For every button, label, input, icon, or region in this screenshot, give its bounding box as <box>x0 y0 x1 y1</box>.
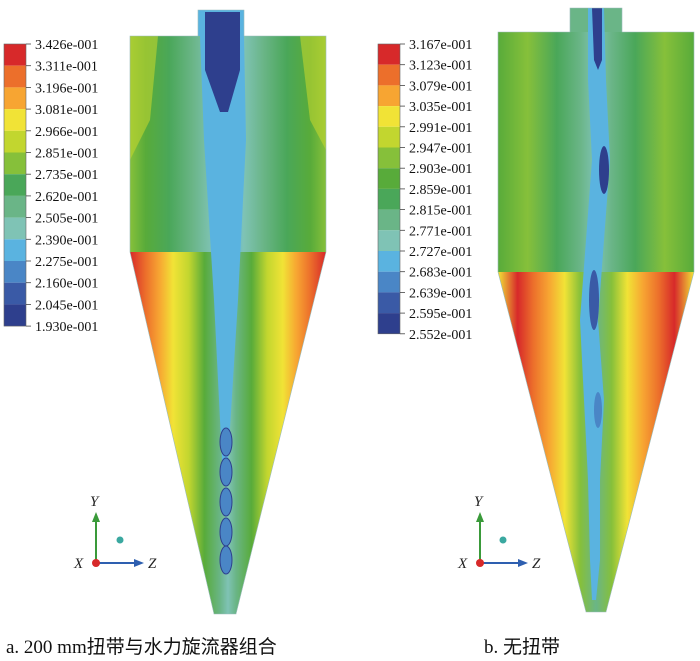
legend-label: 2.390e-001 <box>35 233 98 248</box>
legend-swatch <box>378 251 400 272</box>
x-axis-label-b: X <box>457 556 468 572</box>
z-axis-label-b: Z <box>532 556 541 572</box>
z-axis-label-a: Z <box>148 556 157 572</box>
legend-label: 2.727e-001 <box>409 245 472 260</box>
legend-label: 2.595e-001 <box>409 307 472 322</box>
legend-label: 2.275e-001 <box>35 255 98 270</box>
y-axis-label-b: Y <box>474 494 484 510</box>
legend-label: 2.991e-001 <box>409 121 472 136</box>
legend-swatch <box>378 85 400 107</box>
cyclone-b <box>497 7 695 613</box>
legend-swatch <box>4 44 26 66</box>
legend-swatch <box>378 230 400 251</box>
legend-label: 2.947e-001 <box>409 142 472 157</box>
legend-label: 2.045e-001 <box>35 298 98 313</box>
legend-label: 2.815e-001 <box>409 204 472 219</box>
y-axis-label-a: Y <box>90 494 100 510</box>
legend-label: 2.683e-001 <box>409 266 472 281</box>
legend-label: 3.123e-001 <box>409 59 472 74</box>
legend-swatch <box>378 313 400 334</box>
legend-swatch <box>378 147 400 169</box>
legend-label: 2.160e-001 <box>35 277 98 292</box>
legend-swatch <box>378 271 400 293</box>
legend-swatch <box>4 304 26 327</box>
caption-a: a. 200 mm扭带与水力旋流器组合 <box>6 637 277 658</box>
legend-swatch <box>378 209 400 231</box>
legend-swatch <box>4 109 26 131</box>
legend-b: 3.167e-001 3.123e-001 3.079e-001 3.035e-001… <box>377 38 472 343</box>
legend-swatch <box>4 261 26 283</box>
legend-swatch <box>4 87 26 110</box>
legend-label: 3.167e-001 <box>409 38 472 53</box>
legend-swatch <box>378 292 400 314</box>
legend-label: 3.079e-001 <box>409 79 472 94</box>
legend-swatch <box>4 65 26 88</box>
legend-label: 2.903e-001 <box>409 162 472 177</box>
legend-swatch <box>378 44 400 65</box>
legend-swatch <box>378 106 400 127</box>
legend-label: 3.426e-001 <box>35 38 98 53</box>
legend-label: 3.311e-001 <box>35 60 98 75</box>
legend-swatch <box>4 130 26 153</box>
core-dark-a <box>205 12 240 112</box>
legend-label: 2.735e-001 <box>35 168 98 183</box>
panel-a: 3.426e-001 3.311e-001 3.196e-001 3.081e-001… <box>3 9 327 615</box>
axis-triad-b: Y X Z <box>457 494 541 572</box>
cyclone-a <box>129 9 327 615</box>
legend-label: 2.505e-001 <box>35 212 98 227</box>
legend-label: 2.771e-001 <box>409 224 472 239</box>
legend-label: 3.196e-001 <box>35 81 98 96</box>
legend-label: 2.620e-001 <box>35 190 98 205</box>
legend-swatch <box>4 217 26 240</box>
legend-swatch <box>378 168 400 189</box>
caption-b: b. 无扭带 <box>484 637 561 658</box>
legend-swatch <box>378 188 400 210</box>
legend-label: 2.859e-001 <box>409 183 472 198</box>
legend-label: 1.930e-001 <box>35 320 98 335</box>
legend-label: 2.966e-001 <box>35 125 98 140</box>
legend-label: 3.035e-001 <box>409 100 472 115</box>
panel-b: 3.167e-001 3.123e-001 3.079e-001 3.035e-001… <box>377 7 695 613</box>
legend-swatch <box>4 195 26 218</box>
core-a <box>200 36 246 460</box>
legend-swatch <box>4 152 26 175</box>
legend-swatch <box>4 239 26 261</box>
twisted-tape-a <box>219 427 233 575</box>
legend-a: 3.426e-001 3.311e-001 3.196e-001 3.081e-001… <box>3 38 98 335</box>
legend-label: 3.081e-001 <box>35 103 98 118</box>
legend-label: 2.639e-001 <box>409 286 472 301</box>
x-axis-label-a: X <box>73 556 84 572</box>
legend-label: 2.552e-001 <box>409 328 472 343</box>
legend-swatch <box>4 174 26 196</box>
legend-swatch <box>4 282 26 305</box>
axis-triad-a: Y X Z <box>73 494 157 572</box>
legend-swatch <box>378 64 400 86</box>
legend-label: 2.851e-001 <box>35 147 98 162</box>
legend-swatch <box>378 126 400 148</box>
